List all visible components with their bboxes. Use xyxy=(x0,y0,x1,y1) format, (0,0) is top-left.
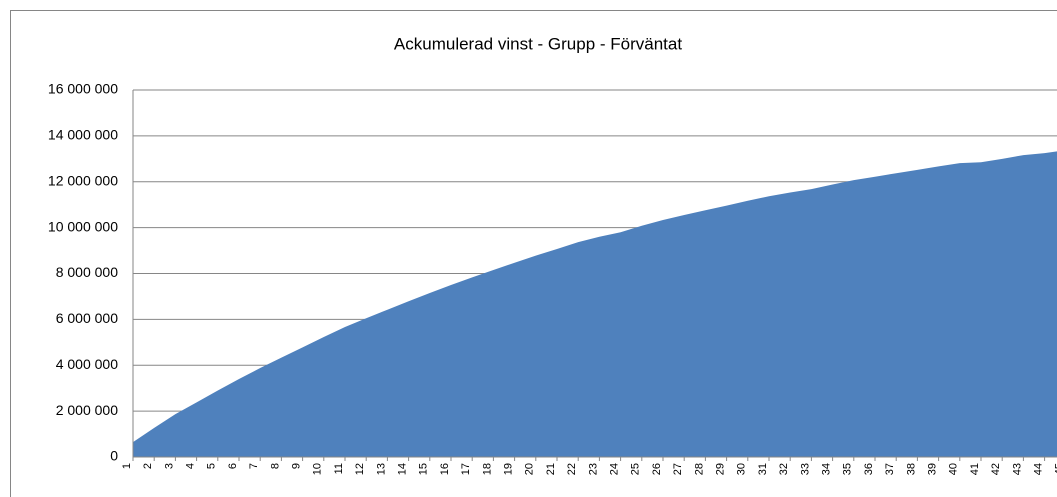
x-tick-label: 33 xyxy=(799,463,811,475)
x-tick-label: 41 xyxy=(969,463,981,475)
x-tick-label: 29 xyxy=(715,463,727,475)
y-tick-label: 4 000 000 xyxy=(56,356,118,372)
x-tick-label: 10 xyxy=(312,463,324,475)
y-tick-label: 0 xyxy=(110,448,118,464)
x-tick-label: 42 xyxy=(990,463,1002,475)
x-tick-label: 44 xyxy=(1033,463,1045,475)
x-tick-label: 7 xyxy=(248,463,260,469)
x-tick-label: 14 xyxy=(397,463,409,475)
x-tick-label: 32 xyxy=(778,463,790,475)
x-tick-label: 21 xyxy=(545,463,557,475)
x-tick-label: 23 xyxy=(587,463,599,475)
x-tick-label: 12 xyxy=(354,463,366,475)
area xyxy=(133,151,1057,457)
x-tick-label: 5 xyxy=(206,463,218,469)
x-tick-label: 15 xyxy=(418,463,430,475)
x-tick-label: 13 xyxy=(375,463,387,475)
y-tick-label: 2 000 000 xyxy=(56,402,118,418)
x-tick-label: 3 xyxy=(163,463,175,469)
x-tick-label: 4 xyxy=(185,463,197,469)
x-tick-label: 6 xyxy=(227,463,239,469)
x-tick-label: 2 xyxy=(142,463,154,469)
x-tick-label: 11 xyxy=(333,463,345,474)
x-tick-label: 20 xyxy=(524,463,536,475)
y-tick-label: 8 000 000 xyxy=(56,264,118,280)
x-tick-label: 36 xyxy=(863,463,875,475)
y-tick-label: 12 000 000 xyxy=(48,172,118,188)
x-tick-label: 45 xyxy=(1054,463,1057,475)
x-tick-label: 34 xyxy=(821,463,833,475)
x-tick-label: 24 xyxy=(609,463,621,475)
x-tick-label: 16 xyxy=(439,463,451,475)
y-tick-label: 10 000 000 xyxy=(48,218,118,234)
x-tick-label: 25 xyxy=(630,463,642,475)
x-tick-label: 26 xyxy=(651,463,663,475)
x-tick-label: 9 xyxy=(291,463,303,469)
x-tick-label: 35 xyxy=(842,463,854,475)
x-tick-label: 30 xyxy=(736,463,748,475)
x-tick-label: 22 xyxy=(566,463,578,475)
y-tick-label: 6 000 000 xyxy=(56,310,118,326)
chart-title: Ackumulerad vinst - Grupp - Förväntat xyxy=(394,34,682,53)
x-tick-label: 43 xyxy=(1011,463,1023,475)
x-tick-label: 38 xyxy=(905,463,917,475)
x-tick-label: 40 xyxy=(948,463,960,475)
x-tick-label: 37 xyxy=(884,463,896,475)
x-tick-label: 39 xyxy=(927,463,939,475)
x-tick-label: 27 xyxy=(672,463,684,475)
y-tick-label: 14 000 000 xyxy=(48,127,118,143)
x-tick-label: 31 xyxy=(757,463,769,475)
y-tick-label: 16 000 000 xyxy=(48,81,118,97)
x-tick-label: 17 xyxy=(460,463,472,475)
x-tick-label: 28 xyxy=(693,463,705,475)
x-tick-label: 18 xyxy=(481,463,493,475)
x-tick-label: 8 xyxy=(269,463,281,469)
x-tick-label: 1 xyxy=(121,463,133,469)
x-tick-label: 19 xyxy=(503,463,515,475)
